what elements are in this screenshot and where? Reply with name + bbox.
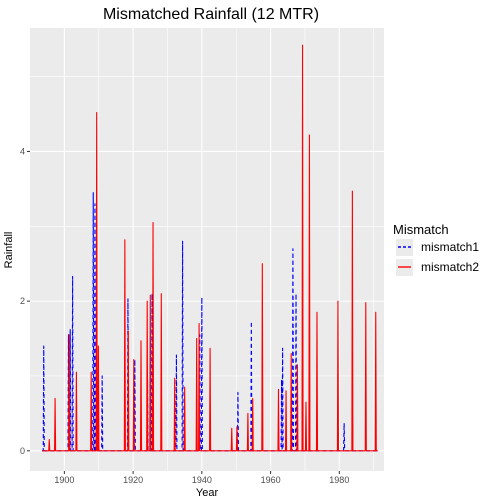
legend-label-mismatch2: mismatch2 — [421, 260, 479, 274]
legend: Mismatch mismatch1 mismatch2 — [393, 222, 479, 276]
x-tick-label: 1960 — [261, 475, 281, 485]
legend-label-mismatch1: mismatch1 — [421, 240, 479, 254]
chart-title: Mismatched Rainfall (12 MTR) — [103, 6, 319, 23]
x-tick-label: 1900 — [54, 475, 74, 485]
y-tick-label: 4 — [20, 146, 25, 156]
y-axis: 0 2 4 — [20, 146, 30, 456]
y-tick-label: 2 — [20, 296, 25, 306]
series-layer — [42, 44, 378, 452]
x-tick-label: 1920 — [123, 475, 143, 485]
x-axis: 1900 1920 1940 1960 1980 — [54, 471, 349, 485]
grid-minor — [30, 28, 384, 471]
series-line-mismatch2 — [42, 44, 378, 452]
y-axis-title: Rainfall — [3, 232, 15, 269]
legend-title: Mismatch — [393, 222, 449, 237]
plot-panel — [30, 28, 384, 471]
x-tick-label: 1980 — [329, 475, 349, 485]
x-tick-label: 1940 — [192, 475, 212, 485]
y-tick-label: 0 — [20, 446, 25, 456]
x-axis-title: Year — [196, 487, 219, 499]
